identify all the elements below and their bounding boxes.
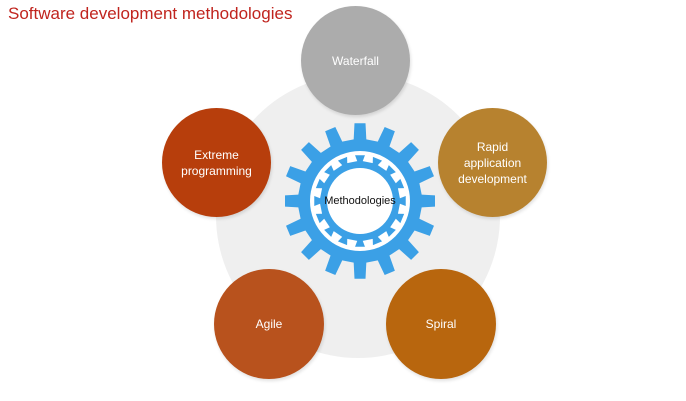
node-label-extreme-programming: Extreme programming	[181, 147, 252, 178]
node-extreme-programming: Extreme programming	[162, 108, 271, 217]
node-label-waterfall: Waterfall	[332, 53, 379, 68]
node-spiral: Spiral	[386, 269, 496, 379]
slide-title: Software development methodologies	[8, 4, 293, 23]
node-label-agile: Agile	[255, 317, 283, 331]
node-agile: Agile	[214, 269, 324, 379]
center-label: Methodologies	[324, 195, 396, 207]
node-waterfall: Waterfall	[301, 6, 410, 115]
gear-center	[327, 168, 393, 234]
node-rapid-application-development: Rapid application development	[438, 108, 547, 217]
methodologies-gear: Methodologies	[285, 121, 435, 281]
node-label-spiral: Spiral	[425, 317, 457, 331]
gear-icon	[285, 123, 435, 279]
node-label-rapid-application-development: Rapid application development	[458, 139, 527, 186]
